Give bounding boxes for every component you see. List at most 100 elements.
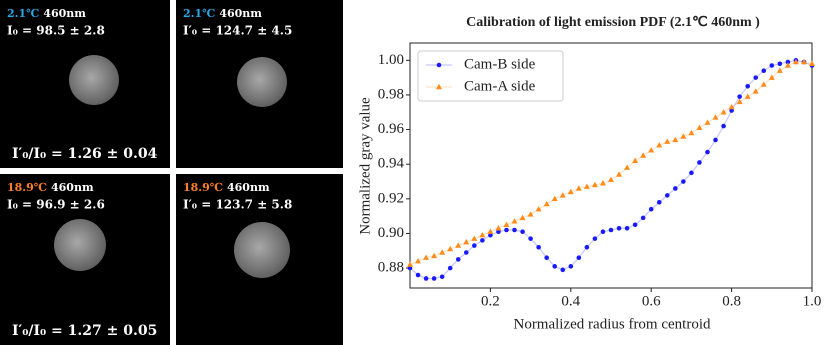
- data-point: [640, 215, 646, 221]
- data-point: [608, 227, 614, 233]
- droplet: [237, 57, 287, 107]
- data-point: [415, 272, 421, 278]
- data-point: [737, 94, 742, 99]
- data-point: [776, 67, 783, 73]
- data-point: [423, 254, 430, 260]
- data-point: [752, 88, 759, 94]
- data-point: [527, 211, 534, 217]
- wavelength: 460nm: [51, 181, 94, 194]
- data-point: [535, 206, 542, 212]
- temperature: 2.1℃: [183, 7, 215, 20]
- data-point: [720, 109, 727, 115]
- data-point: [567, 188, 574, 195]
- y-tick-label: 0.88: [378, 260, 404, 276]
- data-point: [768, 74, 775, 80]
- data-point: [640, 152, 647, 158]
- y-tick-label: 0.90: [378, 225, 404, 241]
- data-point: [681, 179, 686, 184]
- data-point: [673, 186, 678, 191]
- data-point: [575, 185, 582, 191]
- data-point: [624, 225, 630, 231]
- data-point: [664, 193, 670, 198]
- intensity: I′₀ = 124.7 ± 4.5: [183, 24, 292, 38]
- data-point: [520, 229, 525, 235]
- data-point: [713, 137, 718, 143]
- x-axis-label: Normalized radius from centroid: [513, 316, 711, 332]
- data-point: [504, 227, 509, 233]
- data-point: [696, 124, 703, 131]
- plot-frame: [409, 42, 813, 289]
- data-point: [447, 265, 453, 271]
- data-point: [488, 232, 493, 238]
- data-point: [745, 83, 750, 89]
- y-tick-label: 0.94: [378, 156, 405, 172]
- data-point: [479, 231, 486, 238]
- data-point: [487, 228, 494, 234]
- data-point: [560, 267, 566, 273]
- data-point: [761, 68, 767, 74]
- data-point: [656, 141, 663, 148]
- data-point: [632, 222, 638, 228]
- data-point: [528, 236, 533, 241]
- data-point: [784, 62, 791, 68]
- intensity: I₀ = 98.5 ± 2.8: [7, 24, 105, 38]
- y-tick-label: 1.00: [378, 52, 404, 68]
- data-point: [728, 103, 735, 110]
- intensity: I₀ = 96.9 ± 2.6: [7, 198, 105, 212]
- data-point: [721, 123, 726, 129]
- data-point: [800, 58, 807, 65]
- data-point: [648, 206, 654, 212]
- data-point: [495, 225, 502, 231]
- data-point: [592, 236, 598, 241]
- data-point: [543, 200, 550, 207]
- data-point: [536, 245, 541, 250]
- data-point: [689, 170, 694, 176]
- data-point: [472, 243, 477, 248]
- y-tick-label: 0.98: [378, 86, 404, 102]
- chart-title: Calibration of light emission PDF (2.1℃ …: [466, 15, 760, 30]
- wavelength: 460nm: [43, 7, 86, 20]
- intensity: I′₀ = 123.7 ± 5.8: [183, 198, 292, 212]
- data-point: [519, 214, 526, 221]
- legend-box: [417, 50, 564, 102]
- data-point: [753, 75, 759, 80]
- ratio: I′₀/I₀ = 1.26 ± 0.04: [12, 146, 158, 162]
- data-point: [568, 264, 574, 269]
- data-point: [415, 257, 422, 264]
- droplet: [69, 55, 119, 105]
- legend-label: Cam-B side: [464, 56, 536, 72]
- data-point: [624, 164, 631, 170]
- legend-marker: [436, 83, 442, 90]
- panel-label: 2.1℃ 460nm: [7, 7, 86, 20]
- data-point: [480, 238, 485, 243]
- droplet: [54, 219, 106, 271]
- data-point: [591, 181, 598, 188]
- data-point: [672, 136, 679, 143]
- temperature: 18.9℃: [7, 181, 47, 194]
- data-point: [447, 245, 454, 252]
- wavelength: 460nm: [219, 7, 262, 20]
- data-point: [599, 180, 606, 186]
- panel-label: 18.9℃ 460nm: [7, 181, 94, 194]
- y-tick-label: 0.96: [378, 121, 405, 137]
- data-point: [664, 138, 671, 144]
- temperature: 18.9℃: [183, 181, 223, 194]
- x-tick-label: 0.6: [642, 293, 661, 309]
- data-point: [600, 229, 606, 235]
- x-tick-label: 0.2: [481, 293, 500, 309]
- data-point: [407, 261, 413, 267]
- data-point: [648, 147, 655, 153]
- data-point: [729, 108, 734, 113]
- data-point: [809, 60, 815, 66]
- data-point: [704, 119, 711, 125]
- data-point: [455, 257, 461, 262]
- data-point: [785, 59, 791, 65]
- data-point: [552, 264, 558, 269]
- x-tick-label: 0.8: [722, 293, 741, 309]
- data-point: [792, 58, 799, 65]
- data-point: [496, 229, 501, 235]
- data-point: [455, 242, 462, 248]
- data-point: [423, 276, 429, 281]
- data-point: [431, 276, 437, 281]
